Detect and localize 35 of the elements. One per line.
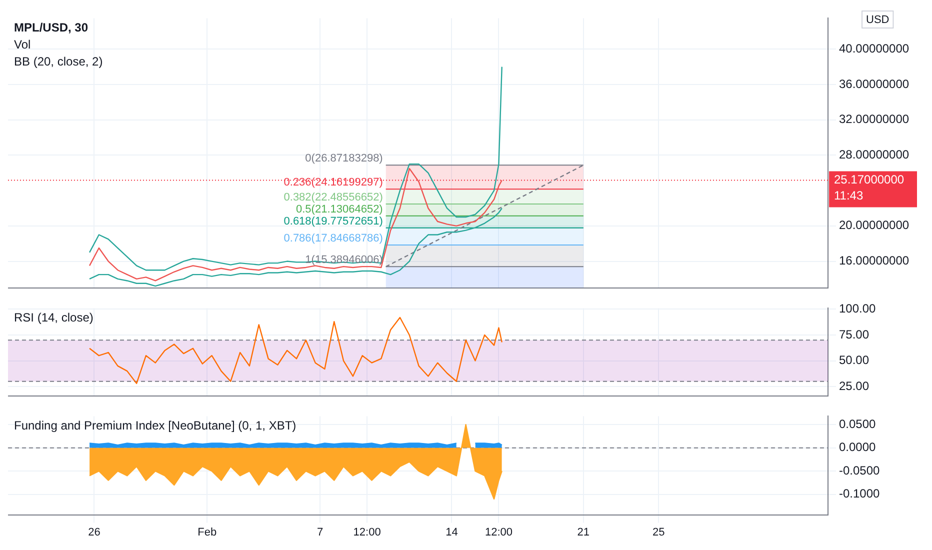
ref-line-label: 0(26.87183298) [305, 152, 383, 165]
ref-line-label: 0.382(22.48556652) [284, 191, 383, 204]
x-tick-label: 21 [577, 526, 590, 538]
x-tick-label: 12:00 [353, 526, 381, 538]
y-tick-label: 0.0500 [839, 416, 876, 431]
x-tick-label: 12:00 [484, 526, 513, 538]
y-tick-label: 25.00 [839, 378, 870, 393]
y-tick-label: 100.00 [839, 302, 876, 316]
y-tick-label: 75.00 [839, 327, 870, 342]
x-tick-label: 26 [88, 526, 100, 538]
x-tick-label: 25 [652, 526, 665, 538]
y-tick-label: 50.00 [839, 353, 870, 368]
y-axis-title: USD [866, 14, 890, 26]
y-tick-label: 32.00000000 [839, 112, 910, 126]
ref-line-label: 0.5(21.13064652) [296, 203, 383, 216]
y-tick-label: -0.1000 [839, 486, 880, 501]
y-tick-label: -0.0500 [839, 463, 880, 478]
y-tick-label: 0.0000 [839, 440, 876, 454]
annotation: RSI (14, close) [14, 310, 94, 325]
y-tick-label: 20.00000000 [839, 218, 910, 232]
chart-title: MPL/USD, 30 [14, 20, 88, 35]
annotation: BB (20, close, 2) [14, 54, 103, 69]
x-tick-label: Feb [198, 526, 217, 538]
ref-line-label: 25.17000000 11:43 [834, 172, 904, 203]
y-tick-label: 28.00000000 [839, 148, 910, 162]
y-tick-label: 40.00000000 [839, 41, 910, 56]
y-tick-label: 16.00000000 [839, 254, 910, 268]
annotation: Vol [14, 38, 31, 52]
annotation: Funding and Premium Index [NeoButane] (0, 1, XBT) [14, 418, 296, 433]
ref-line-label: 0.236(24.16199297) [284, 176, 383, 189]
x-tick-label: 7 [316, 526, 324, 538]
y-tick-label: 36.00000000 [839, 76, 910, 91]
ref-line-label: 0.786(17.84668786) [284, 232, 383, 244]
x-tick-label: 14 [446, 526, 458, 538]
ref-line-label: 0.618(19.77572651) [284, 215, 383, 228]
